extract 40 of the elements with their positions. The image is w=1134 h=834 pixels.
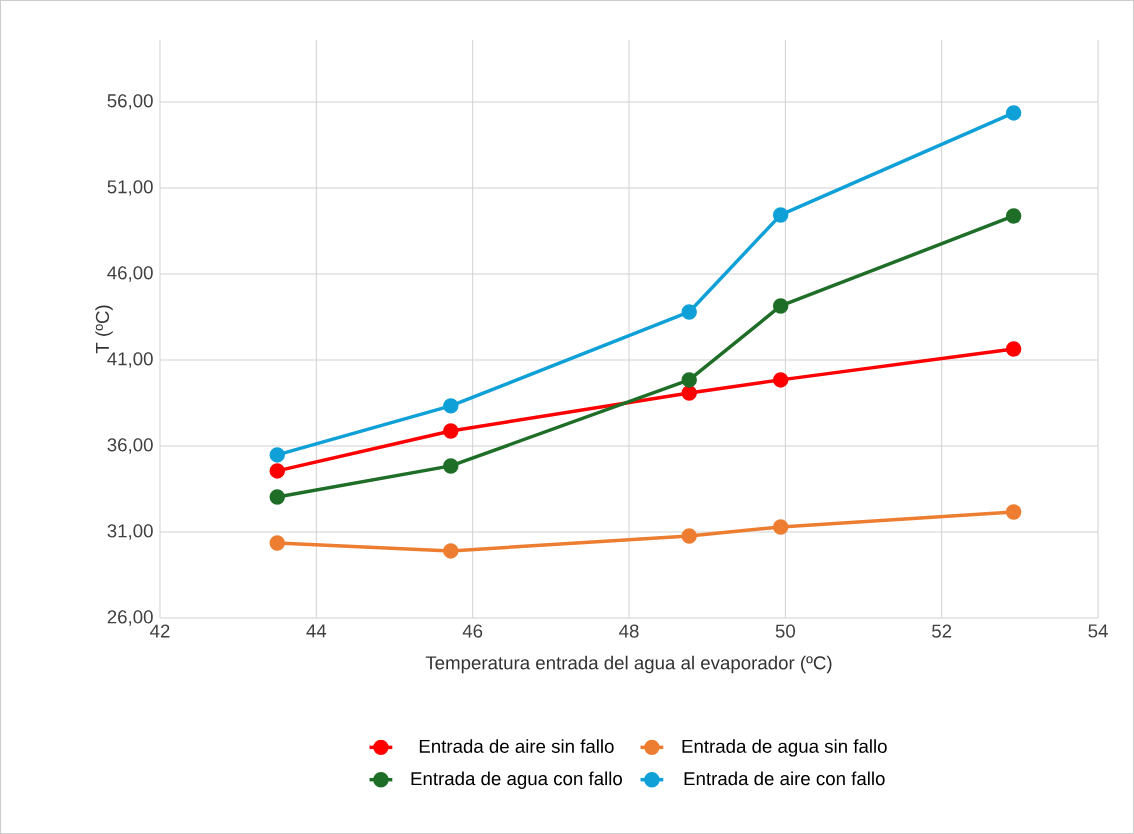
point xyxy=(443,423,459,439)
point xyxy=(269,447,285,463)
y-tick-label: 31,00 xyxy=(107,524,153,540)
x-tick-label: 50 xyxy=(775,624,796,638)
y-tick-label: 26,00 xyxy=(107,610,153,626)
point xyxy=(269,535,285,551)
point xyxy=(443,543,459,559)
x-tick-label: 46 xyxy=(462,624,483,638)
y-tick-label: 36,00 xyxy=(107,438,153,454)
legend-label: Entrada de agua con fallo xyxy=(411,771,622,789)
y-tick-label: 41,00 xyxy=(107,352,153,368)
y-tick-label: 56,00 xyxy=(107,94,153,110)
x-axis-title: Temperatura entrada del agua al evaporador (ºC) xyxy=(425,655,832,674)
x-tick-label: 42 xyxy=(150,624,170,638)
x-tick-label: 48 xyxy=(619,624,639,638)
x-tick-label: 44 xyxy=(306,624,327,638)
point xyxy=(1005,105,1022,121)
y-axis-title: T (ºC) xyxy=(95,305,113,354)
point xyxy=(772,298,789,314)
point xyxy=(443,398,459,414)
point xyxy=(681,304,697,320)
legend-label: Entrada de aire sin fallo xyxy=(419,739,614,753)
x-tick-label: 52 xyxy=(932,624,952,638)
point xyxy=(772,519,789,535)
point xyxy=(1005,504,1022,520)
point xyxy=(681,528,697,544)
point xyxy=(772,372,789,388)
point xyxy=(269,489,285,505)
point xyxy=(269,463,285,479)
y-tick-label: 46,00 xyxy=(107,266,153,282)
x-tick-label: 54 xyxy=(1088,624,1108,638)
point xyxy=(681,372,697,388)
point xyxy=(443,458,459,474)
point xyxy=(772,207,789,223)
point xyxy=(1005,208,1022,224)
y-tick-label: 51,00 xyxy=(107,180,153,196)
legend-label: Entrada de aire con fallo xyxy=(684,771,885,786)
point xyxy=(681,385,697,401)
point xyxy=(1005,341,1022,357)
legend-label: Entrada de agua sin fallo xyxy=(682,739,887,757)
